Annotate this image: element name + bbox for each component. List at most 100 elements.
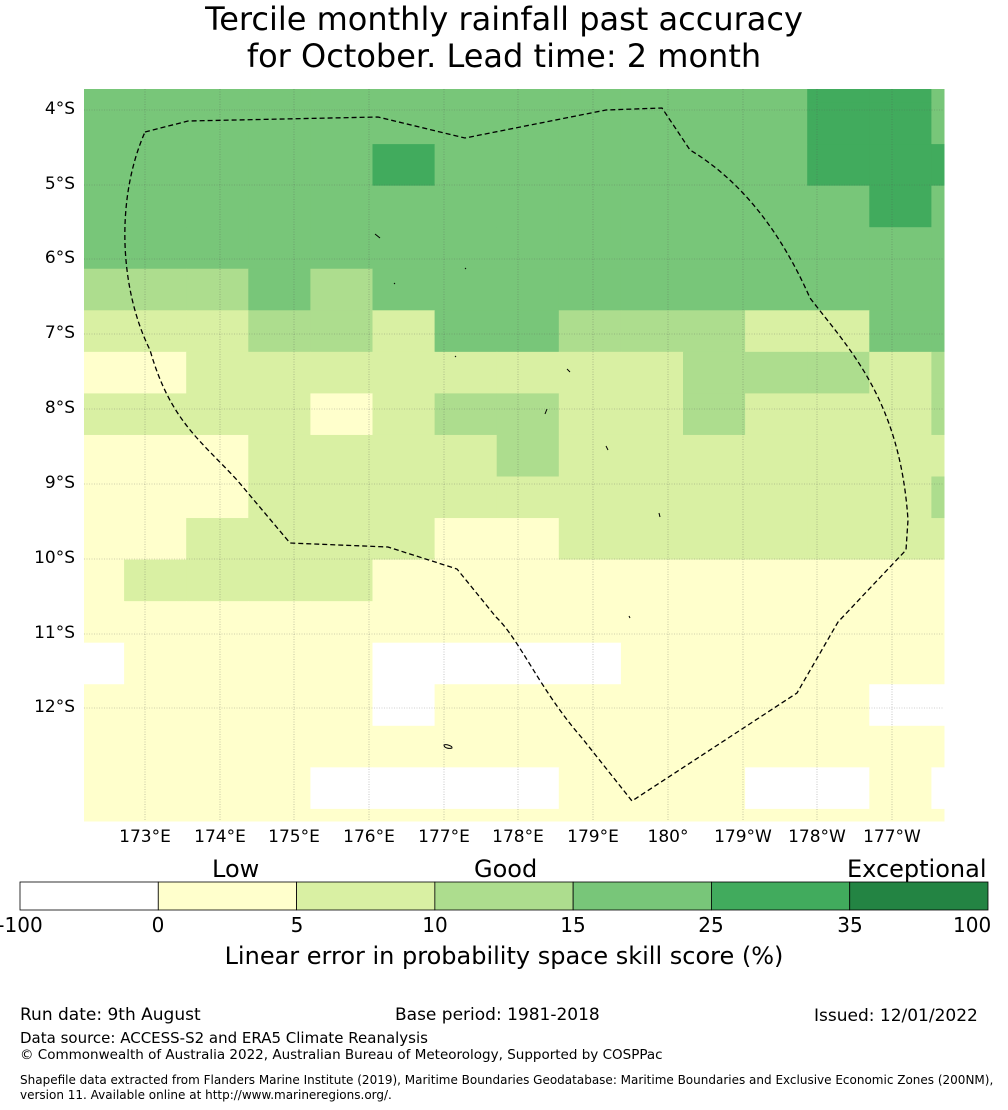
grid-cell [558,89,622,104]
grid-cell [434,185,498,228]
grid-cell [931,434,945,477]
grid-cell [620,351,684,394]
lon-label: 174°E [194,827,246,847]
grid-cell [620,227,684,270]
island [374,233,381,239]
grid-cell [186,476,249,519]
grid-cell [84,601,125,644]
grid-cell [124,476,187,519]
grid-cell [310,601,373,644]
grid-cell [84,767,125,810]
grid-cell [434,227,498,270]
grid-cell [558,808,622,822]
grid-cell [84,476,125,519]
grid-cell [620,89,684,104]
grid-cell [186,559,249,602]
colorbar-tick: 100 [953,913,992,937]
grid-cell [186,268,249,311]
grid-cell [186,808,249,822]
grid-cell [248,227,311,270]
grid-cell [683,601,746,644]
grid-cell [496,767,560,810]
grid-cell [807,102,870,145]
colorbar-segment [19,881,159,911]
grid-cell [745,476,808,519]
grid-cell [124,601,187,644]
grid-cell [434,434,498,477]
grid-cell [372,102,436,145]
grid-cell [869,808,932,822]
grid-cell [807,351,870,394]
grid-cell [310,268,373,311]
grid-cell [186,725,249,768]
grid-cell [869,268,932,311]
grid-cell [620,601,684,644]
grid-cell [869,434,932,477]
legend-category-low: Low [212,855,260,883]
grid-cell [807,476,870,519]
grid-cell [186,767,249,810]
grid-cell [124,89,187,104]
grid-cell [434,393,498,436]
copyright: © Commonwealth of Australia 2022, Austra… [20,1047,663,1063]
grid-cell [248,601,311,644]
grid-cell [869,559,932,602]
graticule [84,89,944,821]
grid-cell [310,227,373,270]
lon-label: 178°E [492,827,544,847]
grid-cell [683,185,746,228]
grid-cell [496,808,560,822]
grid-cell [310,808,373,822]
grid-cell [869,102,932,145]
grid-cell [434,684,498,727]
grid-cell [558,642,622,685]
data-source: Data source: ACCESS-S2 and ERA5 Climate … [20,1029,428,1047]
grid-cell [558,559,622,602]
grid-cell [496,89,560,104]
grid-cell [84,642,125,685]
grid-cell [248,518,311,561]
grid-cell [745,434,808,477]
grid-cell [310,393,373,436]
grid-cell [372,268,436,311]
grid-cell [558,393,622,436]
grid-cell [683,144,746,187]
grid-cell [248,310,311,353]
grid-cell [84,351,125,394]
grid-cell [745,227,808,270]
grid-cell [372,351,436,394]
grid-cell [496,351,560,394]
grid-cell [496,476,560,519]
grid-cell [931,185,945,228]
grid-cell [124,185,187,228]
grid-cell [807,185,870,228]
grid-cell [745,642,808,685]
grid-cell [372,808,436,822]
grid-cell [310,185,373,228]
grid-cell [372,684,436,727]
grid-cell [869,518,932,561]
lon-label: 175°E [268,827,320,847]
grid-cell [248,185,311,228]
lon-label: 179°W [714,827,772,847]
lon-label: 180° [647,827,689,847]
grid-cell [496,725,560,768]
grid-cell [807,434,870,477]
grid-cell [434,89,498,104]
grid-cell [310,559,373,602]
island [393,282,396,285]
grid-cell [84,393,125,436]
colorbar-tick: 0 [151,913,165,937]
grid-cell [745,684,808,727]
grid-cell [558,351,622,394]
grid-cell [84,725,125,768]
grid-cell [84,268,125,311]
grid-cell [558,684,622,727]
legend-category-exceptional: Exceptional [847,855,987,883]
grid-cell [807,393,870,436]
grid-cell [620,185,684,228]
grid-cell [372,185,436,228]
grid-cell [124,393,187,436]
grid-cell [496,268,560,311]
grid-cell [745,102,808,145]
